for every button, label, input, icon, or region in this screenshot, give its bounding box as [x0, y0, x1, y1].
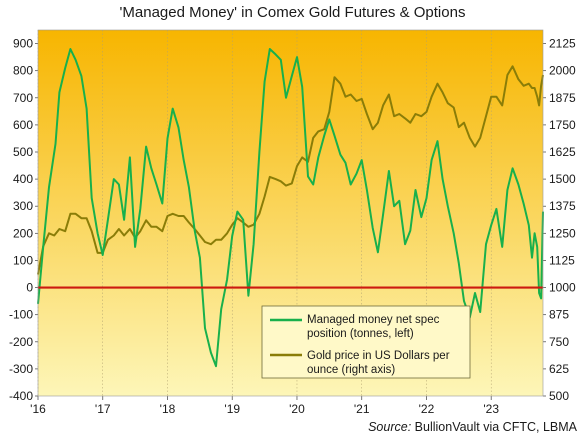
legend-box: [261, 305, 471, 379]
right-tick-label: 625: [549, 362, 569, 376]
left-tick-label: 600: [13, 118, 33, 132]
left-tick-label: -400: [9, 389, 33, 403]
x-tick-label: '18: [160, 402, 176, 416]
left-axis: 900 800 700 600 500 400 300 200 100 0 -100 -200 -300…: [9, 37, 38, 403]
left-tick-label: 700: [13, 91, 33, 105]
plot-frame: [37, 29, 544, 397]
left-tick-label: -200: [9, 335, 33, 349]
source-note: Source: BullionVault via CFTC, LBMA: [368, 420, 577, 434]
series-line-managed-money: [37, 48, 544, 368]
legend-label-gold-line2: ounce (right axis): [307, 364, 395, 376]
right-tick-label: 750: [549, 335, 569, 349]
x-axis: '16 '17 '18 '19 '20 '21 '22 '23: [30, 396, 499, 416]
x-tick-label: '19: [224, 402, 240, 416]
legend-label-gold-line1: Gold price in US Dollars per: [307, 350, 450, 362]
x-tick-label: '21: [354, 402, 370, 416]
series-line-gold-price: [37, 65, 544, 275]
source-text: BullionVault via CFTC, LBMA: [414, 420, 577, 434]
legend-label-money-line1: Managed money net spec: [307, 314, 440, 326]
chart-title: 'Managed Money' in Comex Gold Futures & …: [119, 4, 466, 21]
left-tick-label: 0: [26, 281, 33, 295]
x-tick-label: '16: [30, 402, 46, 416]
left-tick-label: 500: [13, 145, 33, 159]
left-tick-label: 300: [13, 199, 33, 213]
x-tick-label: '22: [419, 402, 435, 416]
source-label: Source:: [368, 420, 412, 434]
right-tick-label: 1625: [549, 145, 576, 159]
right-tick-label: 1750: [549, 118, 576, 132]
right-tick-label: 1125: [549, 253, 575, 267]
right-tick-label: 1000: [549, 281, 576, 295]
left-tick-label: 800: [13, 64, 33, 78]
x-tick-label: '20: [289, 402, 305, 416]
right-tick-label: 2000: [549, 64, 576, 78]
legend: Managed money net spec position (tonnes,…: [261, 305, 471, 379]
left-tick-label: 100: [13, 253, 33, 267]
right-tick-label: 1250: [549, 226, 576, 240]
left-tick-label: 900: [13, 37, 33, 51]
left-tick-label: 200: [13, 226, 33, 240]
right-tick-label: 1500: [549, 172, 576, 186]
right-tick-label: 2125: [549, 37, 576, 51]
left-tick-label: 400: [13, 172, 33, 186]
x-tick-label: '17: [95, 402, 111, 416]
series-lines: [37, 48, 544, 368]
x-tick-label: '23: [483, 402, 499, 416]
right-tick-label: 500: [549, 389, 569, 403]
right-tick-label: 1875: [549, 91, 576, 105]
right-axis: 2125 2000 1875 1750 1625 1500 1375 1250 1125 1000…: [543, 37, 576, 403]
legend-label-money-line2: position (tonnes, left): [307, 328, 414, 340]
left-tick-label: -100: [9, 308, 33, 322]
right-tick-label: 875: [549, 308, 569, 322]
right-tick-label: 1375: [549, 199, 576, 213]
left-tick-label: -300: [9, 362, 33, 376]
